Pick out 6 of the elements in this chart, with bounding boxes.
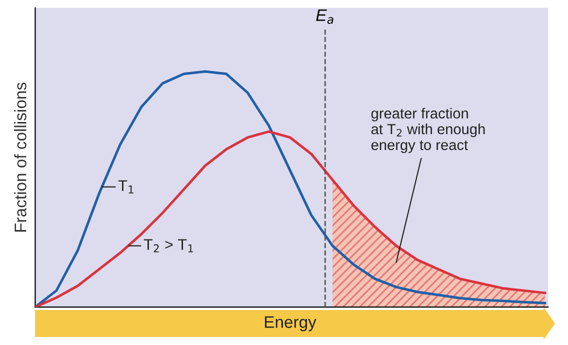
series-label: T$_{1}$ [118, 180, 134, 194]
text: E$_{a}$ [316, 9, 334, 24]
y-axis-title: Fraction of collisions [14, 82, 26, 232]
x-axis-title: Energy [264, 316, 316, 332]
annotation: greater fraction at T$_{2}$ with enough energy to react [371, 108, 485, 153]
series-label: T$_{2}$ > T$_{1}$ [144, 239, 193, 252]
